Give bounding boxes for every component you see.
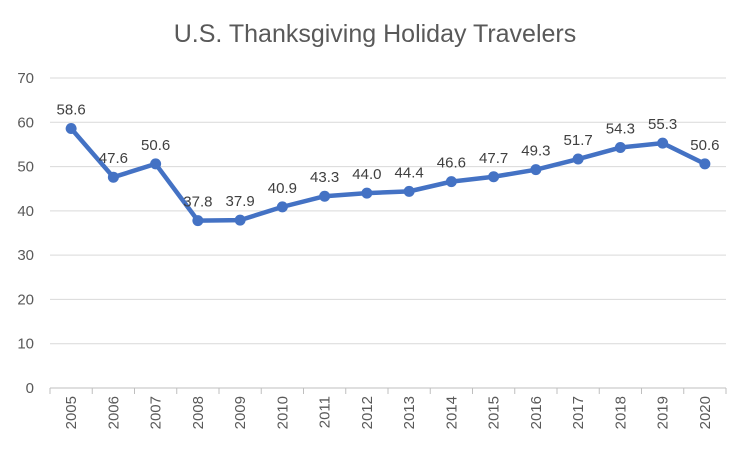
x-tick-label: 2012 <box>359 396 376 429</box>
data-label: 50.6 <box>141 137 170 154</box>
data-label: 44.0 <box>352 166 381 183</box>
data-point <box>276 201 288 213</box>
x-tick-label: 2008 <box>190 396 207 429</box>
y-tick-label: 50 <box>17 159 34 176</box>
y-tick-label: 30 <box>17 247 34 264</box>
x-tick-label: 2017 <box>570 396 587 429</box>
data-point <box>488 171 500 183</box>
x-tick-label: 2011 <box>317 396 334 428</box>
data-point <box>361 187 373 199</box>
data-label: 54.3 <box>606 121 635 138</box>
x-tick-label: 2013 <box>401 396 418 429</box>
x-tick-label: 2016 <box>528 396 545 429</box>
x-tick-label: 2018 <box>612 396 629 429</box>
y-tick-label: 40 <box>17 203 34 220</box>
x-tick-label: 2020 <box>697 396 714 429</box>
data-point <box>107 171 119 183</box>
data-point <box>699 158 711 170</box>
data-point <box>445 176 457 188</box>
x-tick-label: 2006 <box>105 396 122 429</box>
chart-title: U.S. Thanksgiving Holiday Travelers <box>173 20 577 48</box>
x-tick-label: 2014 <box>443 396 460 429</box>
y-tick-label: 10 <box>17 336 34 353</box>
x-tick-label: 2009 <box>232 396 249 429</box>
data-label: 50.6 <box>690 137 719 154</box>
data-label: 49.3 <box>521 143 550 160</box>
series-line <box>68 126 708 223</box>
data-point <box>614 142 626 154</box>
data-point <box>530 164 542 176</box>
data-label: 58.6 <box>57 101 86 118</box>
data-label: 47.7 <box>479 150 508 167</box>
x-tick-label: 2005 <box>63 396 80 429</box>
data-label: 44.4 <box>395 164 424 181</box>
x-tick-label: 2007 <box>148 396 165 429</box>
y-tick-label: 0 <box>26 380 34 397</box>
data-point <box>65 122 77 134</box>
data-label: 47.6 <box>99 150 128 167</box>
data-point <box>657 137 669 149</box>
x-tick-label: 2015 <box>486 396 503 429</box>
data-label: 43.3 <box>310 169 339 186</box>
data-label: 37.8 <box>183 194 212 211</box>
data-point <box>319 190 331 202</box>
data-label: 37.9 <box>226 193 255 210</box>
data-point <box>192 215 204 227</box>
y-tick-label: 70 <box>17 70 34 87</box>
data-point <box>572 153 584 165</box>
data-point <box>403 185 415 197</box>
data-label: 51.7 <box>564 132 593 149</box>
data-point <box>150 158 162 170</box>
data-label: 55.3 <box>648 116 677 133</box>
x-tick-label: 2019 <box>655 396 672 429</box>
x-tick-label: 2010 <box>274 396 291 429</box>
data-label: 46.6 <box>437 155 466 172</box>
y-tick-label: 60 <box>17 114 34 131</box>
y-tick-label: 20 <box>17 291 34 308</box>
data-point <box>234 214 246 226</box>
data-label: 40.9 <box>268 180 297 197</box>
